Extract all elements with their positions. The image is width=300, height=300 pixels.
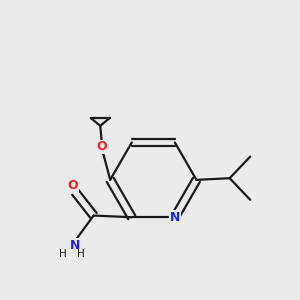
Text: H: H [59,249,67,260]
Text: O: O [97,140,107,153]
Text: O: O [68,178,78,191]
Text: N: N [170,211,180,224]
Text: H: H [77,249,85,260]
Text: N: N [70,239,80,252]
